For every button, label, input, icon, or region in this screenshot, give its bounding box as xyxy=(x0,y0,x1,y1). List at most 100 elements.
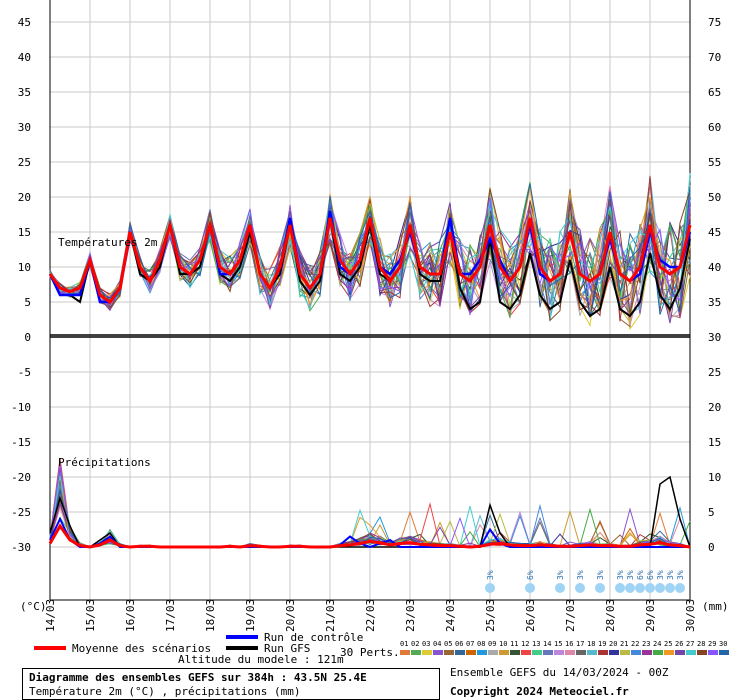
pert-legend-label: 28 xyxy=(697,640,705,648)
main-series xyxy=(48,210,692,549)
y-left-tick-label: 10 xyxy=(18,261,31,274)
y-left-tick-label: 15 xyxy=(18,226,31,239)
y-right-tick-label: 5 xyxy=(708,506,715,519)
chart-info-box: Diagramme des ensembles GEFS sur 384h : … xyxy=(22,668,440,700)
pert-legend-label: 13 xyxy=(532,640,540,648)
left-axis: 45 40 35 30 25 20 15 10 5 0 -5 -10 -15 -20 -25 -30 xyxy=(11,16,31,554)
y-left-tick-label: 20 xyxy=(18,191,31,204)
y-left-tick-label: 5 xyxy=(24,296,31,309)
pert-legend-swatch xyxy=(488,650,498,655)
pert-legend-label: 27 xyxy=(686,640,694,648)
pert-legend-swatch xyxy=(543,650,553,655)
legend-perts-label: 30 Perts. xyxy=(340,646,400,659)
x-tick-label: 20/03 xyxy=(284,599,297,632)
mean-temp-line xyxy=(48,217,692,305)
pert-legend-label: 16 xyxy=(565,640,573,648)
copyright: Copyright 2024 Meteociel.fr xyxy=(450,685,629,698)
y-left-tick-label: 45 xyxy=(18,16,31,29)
snow-pct-label: 3% xyxy=(596,570,605,580)
pert-legend-swatch xyxy=(477,650,487,655)
pert-legend-label: 05 xyxy=(444,640,452,648)
snowflake-icon xyxy=(555,583,565,593)
y-right-tick-label: 50 xyxy=(708,191,721,204)
pert-legend-swatch xyxy=(598,650,608,655)
x-tick-label: 15/03 xyxy=(84,599,97,632)
pert-legend-label: 01 xyxy=(400,640,408,648)
pert-legend-swatch xyxy=(708,650,718,655)
y-right-tick-label: 55 xyxy=(708,156,721,169)
y-right-tick-label: 0 xyxy=(708,541,715,554)
pert-legend-label: 25 xyxy=(664,640,672,648)
pert-legend-label: 02 xyxy=(411,640,419,648)
x-tick-label: 17/03 xyxy=(164,599,177,632)
y-right-tick-label: 20 xyxy=(708,401,721,414)
pert-legend-label: 06 xyxy=(455,640,463,648)
snowflake-icon xyxy=(675,583,685,593)
snowflake-icon xyxy=(525,583,535,593)
pert-legend-label: 15 xyxy=(554,640,562,648)
pert-legend-swatch xyxy=(697,650,707,655)
pert-legend-swatch xyxy=(510,650,520,655)
pert-legend-swatch xyxy=(532,650,542,655)
pert-legend-swatch xyxy=(664,650,674,655)
pert-legend-swatch xyxy=(411,650,421,655)
pert-legend-swatch xyxy=(499,650,509,655)
x-tick-label: 16/03 xyxy=(124,599,137,632)
pert-legend-label: 08 xyxy=(477,640,485,648)
x-tick-label: 24/03 xyxy=(444,599,457,632)
x-tick-label: 22/03 xyxy=(364,599,377,632)
pert-legend-swatch xyxy=(433,650,443,655)
pert-legend-swatch xyxy=(675,650,685,655)
snowflake-icon xyxy=(645,583,655,593)
pert-legend-swatch xyxy=(686,650,696,655)
y-left-tick-label: 0 xyxy=(24,331,31,344)
x-tick-label: 25/03 xyxy=(484,599,497,632)
legend-altitude: Altitude du modele : 121m xyxy=(178,653,344,666)
x-tick-label: 30/03 xyxy=(684,599,697,632)
pert-legend-swatch xyxy=(521,650,531,655)
y-left-tick-label: -15 xyxy=(11,436,31,449)
run-info: Ensemble GEFS du 14/03/2024 - 00Z xyxy=(450,666,669,679)
snow-pct-label: 3% xyxy=(486,570,495,580)
legend-control-label: Run de contrôle xyxy=(264,631,363,644)
mean-precip-line xyxy=(48,523,691,549)
y-right-tick-label: 35 xyxy=(708,296,721,309)
x-tick-label: 14/03 xyxy=(44,599,57,632)
grid xyxy=(49,0,691,601)
right-unit-label: (mm) xyxy=(702,600,729,613)
snowflake-icon xyxy=(615,583,625,593)
snowflake-icon xyxy=(595,583,605,593)
pert-legend-label: 12 xyxy=(521,640,529,648)
perturbation-temp-line xyxy=(49,199,691,318)
pert-legend-label: 09 xyxy=(488,640,496,648)
y-right-tick-label: 15 xyxy=(708,436,721,449)
snow-pct-label: 3% xyxy=(576,570,585,580)
snowflake-icon xyxy=(575,583,585,593)
pert-legend-label: 30 xyxy=(719,640,727,648)
y-left-tick-label: 25 xyxy=(18,156,31,169)
pert-legend-label: 26 xyxy=(675,640,683,648)
pert-legend-swatch xyxy=(576,650,586,655)
y-right-tick-label: 40 xyxy=(708,261,721,274)
pert-legend-swatch xyxy=(554,650,564,655)
snowflake-icon xyxy=(655,583,665,593)
pert-legend-label: 17 xyxy=(576,640,584,648)
y-left-tick-label: 40 xyxy=(18,51,31,64)
pert-legend-swatch xyxy=(455,650,465,655)
pert-legend-label: 14 xyxy=(543,640,551,648)
pert-legend-swatch xyxy=(400,650,410,655)
y-left-tick-label: -10 xyxy=(11,401,31,414)
y-left-tick-label: -20 xyxy=(11,471,31,484)
snow-pct-label: 3% xyxy=(626,570,635,580)
x-tick-label: 21/03 xyxy=(324,599,337,632)
pert-legend-swatch xyxy=(620,650,630,655)
y-left-tick-label: 35 xyxy=(18,86,31,99)
x-tick-label: 26/03 xyxy=(524,599,537,632)
chart-subtitle: Température 2m (°C) , précipitations (mm… xyxy=(29,685,301,698)
pert-legend-label: 04 xyxy=(433,640,441,648)
y-left-tick-label: -30 xyxy=(11,541,31,554)
y-left-tick-label: -5 xyxy=(18,366,31,379)
perturbation-legend: 01 02 03 04 05 06 07 08 09 10 11 12 13 14 15 16 17 18 19 20… xyxy=(400,640,729,655)
y-right-tick-label: 60 xyxy=(708,121,721,134)
pert-legend-swatch xyxy=(653,650,663,655)
